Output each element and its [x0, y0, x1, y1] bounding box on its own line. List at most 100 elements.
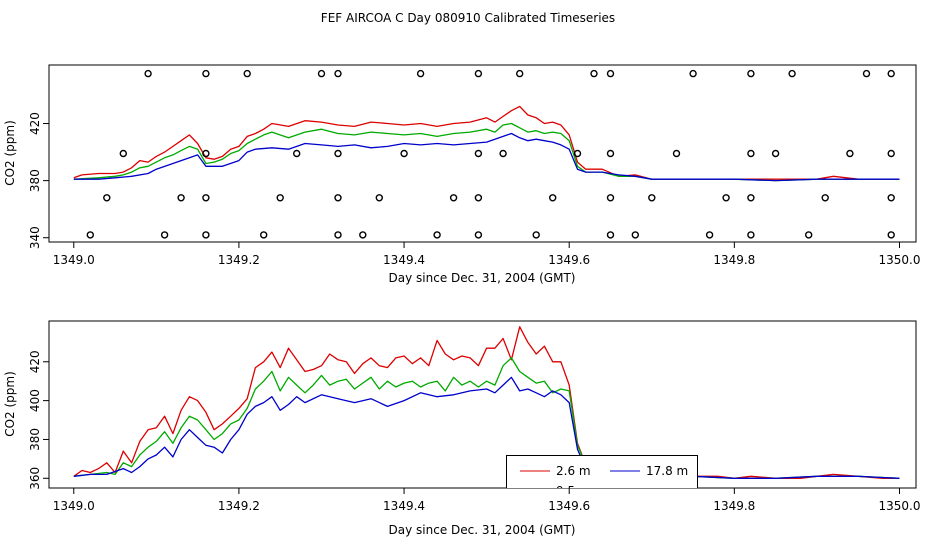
bottom-series-2-6-m: [73, 326, 900, 479]
top-marker: [788, 69, 796, 78]
top-marker: [862, 69, 871, 78]
top-marker: [747, 194, 755, 202]
top-marker: [103, 194, 111, 202]
bottom-x-axis-label: Day since Dec. 31, 2004 (GMT): [389, 523, 576, 537]
top-marker: [549, 194, 557, 202]
bottom-plot-frame: [48, 320, 917, 489]
bottom-y-tick-label: 380: [28, 428, 42, 451]
legend-label-2-6m: 2.6 m: [556, 464, 591, 478]
top-marker: [276, 194, 284, 202]
bottom-y-tick-label: 420: [28, 350, 42, 373]
top-marker: [606, 231, 615, 239]
top-marker: [160, 231, 169, 239]
legend-box: [506, 455, 698, 488]
legend-label-9-5m: 9.5 m: [556, 484, 591, 498]
top-y-tick-label: 340: [28, 226, 42, 249]
bottom-series-layer: [73, 326, 900, 479]
top-x-tick-label: 1350.0: [878, 253, 920, 267]
top-marker: [202, 69, 210, 78]
top-marker: [631, 231, 639, 239]
bottom-y-tick-label: 360: [28, 467, 42, 490]
top-series-17-8-m: [73, 132, 900, 182]
top-y-axis: 340 380 420: [28, 112, 50, 249]
top-marker: [499, 149, 507, 158]
bottom-x-tick-label: 1349.6: [548, 499, 590, 513]
top-series-2-6-m: [73, 105, 900, 180]
top-marker: [334, 69, 342, 78]
top-marker: [260, 231, 268, 239]
top-marker: [416, 69, 425, 78]
top-marker: [606, 194, 615, 202]
top-series-layer: [73, 105, 900, 182]
top-marker: [449, 194, 458, 202]
top-marker: [516, 69, 524, 78]
top-marker: [177, 194, 185, 202]
top-marker: [887, 149, 895, 158]
top-marker: [334, 231, 342, 239]
top-marker: [771, 149, 780, 158]
top-marker: [606, 149, 615, 158]
top-marker: [590, 69, 598, 78]
top-marker: [86, 231, 95, 239]
top-marker: [532, 231, 540, 239]
top-x-tick-label: 1349.2: [218, 253, 260, 267]
bottom-x-tick-label: 1349.4: [383, 499, 425, 513]
bottom-series-17-8-m: [73, 376, 900, 479]
top-x-tick-label: 1349.0: [53, 253, 95, 267]
bottom-panel: 1349.0 1349.2 1349.4 1349.6 1349.8 1350.0 360…: [3, 320, 920, 537]
top-marker: [474, 231, 483, 239]
top-marker: [334, 194, 342, 202]
top-marker: [887, 231, 895, 239]
top-marker: [805, 231, 813, 239]
legend: 2.6 m 17.8 m 9.5 m: [506, 455, 698, 498]
top-marker: [359, 231, 367, 239]
bottom-x-tick-label: 1349.2: [218, 499, 260, 513]
bottom-x-axis: 1349.0 1349.2 1349.4 1349.6 1349.8 1350.0: [53, 487, 920, 513]
top-marker: [722, 194, 730, 202]
top-marker: [747, 69, 755, 78]
top-marker: [202, 231, 210, 239]
top-marker: [400, 149, 408, 158]
bottom-x-tick-label: 1349.8: [713, 499, 755, 513]
top-x-tick-label: 1349.8: [713, 253, 755, 267]
top-marker: [474, 194, 483, 202]
top-marker: [119, 149, 128, 158]
top-marker: [689, 69, 697, 78]
top-marker: [747, 231, 755, 239]
top-y-axis-label: CO2 (ppm): [3, 120, 17, 186]
top-plot-frame: [48, 64, 917, 243]
top-marker: [474, 69, 483, 78]
top-x-tick-label: 1349.4: [383, 253, 425, 267]
top-marker: [202, 194, 210, 202]
legend-label-17-8m: 17.8 m: [646, 464, 688, 478]
top-marker: [474, 149, 483, 158]
top-marker: [573, 149, 582, 158]
bottom-y-tick-label: 400: [28, 389, 42, 412]
bottom-series-9-5-m: [73, 357, 900, 479]
top-series-9-5-m: [73, 122, 900, 182]
top-marker: [334, 149, 342, 158]
top-marker: [606, 69, 615, 78]
bottom-y-axis: 360 380 400 420: [28, 350, 50, 490]
top-marker: [821, 194, 829, 202]
top-marker: [672, 149, 681, 158]
top-marker: [705, 231, 714, 239]
top-marker: [293, 149, 301, 158]
bottom-x-tick-label: 1350.0: [878, 499, 920, 513]
top-y-tick-label: 420: [28, 112, 42, 135]
top-marker: [243, 69, 251, 78]
top-marker: [433, 231, 441, 239]
top-x-axis: 1349.0 1349.2 1349.4 1349.6 1349.8 1350.0: [53, 241, 920, 267]
top-marker: [375, 194, 383, 202]
top-marker: [887, 69, 895, 78]
top-y-tick-label: 380: [28, 169, 42, 192]
top-marker: [144, 69, 152, 78]
top-marker: [846, 149, 854, 158]
figure-title: FEF AIRCOA C Day 080910 Calibrated Times…: [321, 11, 615, 25]
top-marker: [648, 194, 656, 202]
top-panel: 1349.0 1349.2 1349.4 1349.6 1349.8 1350.0 340…: [3, 64, 920, 285]
top-marker: [747, 149, 755, 158]
top-x-axis-label: Day since Dec. 31, 2004 (GMT): [389, 271, 576, 285]
top-marker: [887, 194, 895, 202]
